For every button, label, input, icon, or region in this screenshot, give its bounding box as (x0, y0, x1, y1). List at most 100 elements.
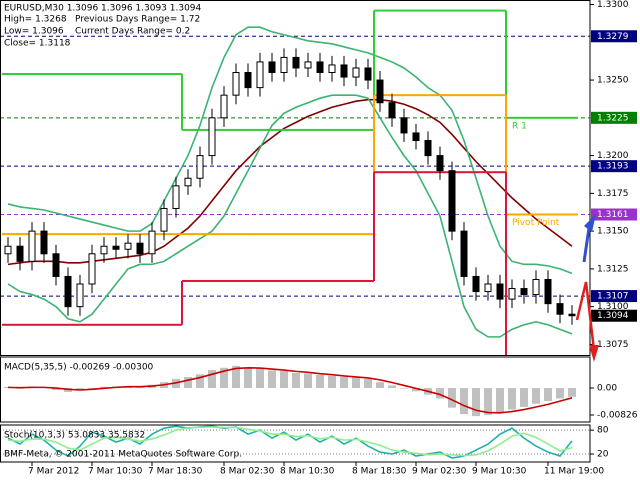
candle-body (508, 288, 516, 300)
price-label-box (591, 309, 637, 322)
histogram-bar (292, 373, 300, 389)
blue-arrow (582, 227, 591, 263)
histogram-bar (100, 386, 108, 389)
candle-body (268, 61, 276, 74)
histogram-bar (568, 388, 576, 397)
histogram-bar (400, 388, 408, 389)
x-tick-label: 8 Mar 02:30 (220, 467, 275, 477)
level-label-box (591, 208, 637, 221)
y-tick-label: 1.3125 (597, 264, 629, 274)
candle-body (556, 303, 564, 315)
candle-body (4, 245, 12, 255)
candle-body (436, 155, 444, 172)
x-tick-label: 11 Mar 19:00 (544, 467, 604, 477)
x-tick-label: 7 Mar 2012 (28, 467, 79, 477)
blue-arrow-head (584, 214, 596, 232)
y-tick-label: 1.3150 (597, 227, 629, 237)
histogram-bar (436, 388, 444, 399)
histogram-bar (556, 388, 564, 399)
histogram-bar (472, 388, 480, 417)
histogram-bar (280, 371, 288, 389)
stoch-border (0, 424, 591, 463)
x-tick-label: 7 Mar 10:30 (88, 467, 143, 477)
level-label: 1.3107 (597, 292, 629, 302)
candle-body (160, 207, 168, 232)
histogram-bar (412, 388, 420, 392)
candle-body (16, 245, 24, 262)
panel-title: Stoch(10,3,3) 53.0833 35.5832 (4, 431, 145, 441)
histogram-bar (376, 382, 384, 389)
histogram-bar (544, 388, 552, 402)
histogram-bar (448, 388, 456, 408)
candle-body (172, 185, 180, 209)
candle-body (184, 177, 192, 187)
y-tick-label: 20 (597, 450, 609, 460)
histogram-bar (196, 374, 204, 389)
current-price: 1.3094 (597, 311, 629, 321)
candle-body (208, 117, 216, 157)
candle-body (532, 278, 540, 296)
histogram-bar (364, 378, 372, 389)
candle-body (124, 242, 132, 250)
candle-body (376, 79, 384, 104)
candle-body (316, 61, 324, 74)
histogram-bar (304, 373, 312, 389)
indicator-line (7, 94, 573, 338)
candle-body (304, 61, 312, 69)
candle-body (88, 253, 96, 285)
candle-body (328, 64, 336, 74)
histogram-bar (532, 388, 540, 404)
y-tick-label: 1.3175 (597, 189, 629, 199)
y-tick-label: -0.00826 (597, 411, 638, 421)
histogram-bar (340, 376, 348, 389)
candle-body (544, 278, 552, 305)
histogram-bar (88, 388, 96, 389)
level-label: 1.3193 (597, 162, 629, 172)
level-label: 1.3279 (597, 32, 629, 42)
info-label: Current Days Range= 0.2 (75, 27, 190, 37)
signal-arrows (575, 214, 599, 362)
panel-title: MACD(5,35,5) -0.00269 -0.00300 (4, 363, 154, 373)
candle-body (220, 94, 228, 119)
red-arrow (575, 281, 596, 351)
histogram-bar (496, 388, 504, 413)
y-tick-label: 1.3250 (597, 76, 629, 86)
candle-body (448, 170, 456, 232)
histogram-bar (520, 388, 528, 407)
info-label: Low= 1.3096 (4, 27, 64, 37)
candle-body (424, 139, 432, 157)
indicator-line (7, 26, 573, 275)
histogram-bar (184, 376, 192, 389)
y-tick-label: 1.3200 (597, 151, 629, 161)
y-tick-label: 1.3100 (597, 302, 629, 312)
candle-body (352, 67, 360, 78)
candle-body (64, 275, 72, 308)
y-tick-label: 1.3075 (597, 340, 629, 350)
candle-body (112, 245, 120, 250)
candle-body (244, 72, 252, 89)
candle-body (460, 230, 468, 277)
red-arrow-head (589, 345, 599, 362)
chart-title: EURUSD,M30 1.3096 1.3096 1.3093 1.3094 (4, 4, 202, 14)
candle-body (280, 56, 288, 74)
histogram-bar (220, 367, 228, 389)
level-label: 1.3161 (597, 210, 629, 220)
x-tick-label: 7 Mar 18:30 (148, 467, 203, 477)
y-tick-label: 80 (597, 426, 609, 436)
level-label-box (591, 30, 637, 43)
x-tick-label: 9 Mar 02:30 (412, 467, 467, 477)
panel-stochastic (0, 425, 590, 459)
histogram-bar (316, 374, 324, 389)
histogram-bar (232, 365, 240, 389)
y-tick-label: 0.00 (597, 384, 617, 394)
candle-body (256, 61, 264, 89)
histogram-bar (268, 370, 276, 389)
y-tick-label: 1.3300 (597, 0, 629, 10)
level-label-box (591, 111, 637, 124)
candle-body (148, 230, 156, 255)
x-tick-label: 8 Mar 18:30 (352, 467, 407, 477)
level-label-box (591, 290, 637, 303)
candle-body (292, 56, 300, 69)
candle-body (568, 313, 576, 317)
